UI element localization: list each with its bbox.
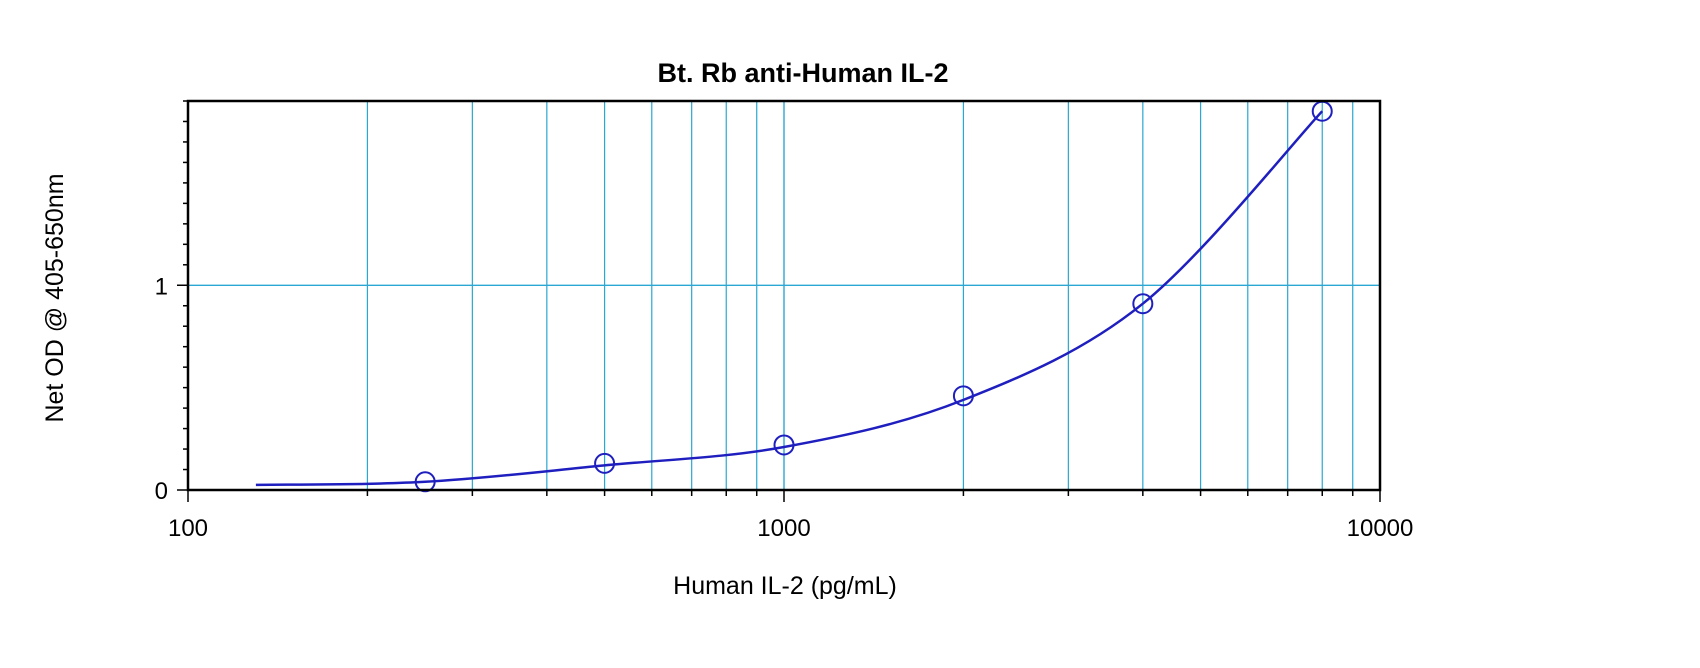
- data-point: [952, 385, 974, 407]
- fitted-curve: [255, 110, 1324, 487]
- data-point: [773, 434, 795, 456]
- grid-lines: [188, 101, 1380, 490]
- x-tick-label: 100: [168, 515, 208, 542]
- chart-title: Bt. Rb anti-Human IL-2: [658, 58, 949, 88]
- data-point: [1132, 293, 1154, 315]
- data-point: [414, 471, 436, 493]
- y-tick-label: 0: [155, 478, 168, 505]
- series-layer: [255, 100, 1333, 493]
- y-axis-label: Net OD @ 405-650nm: [41, 173, 69, 422]
- x-axis-label: Human IL-2 (pg/mL): [673, 572, 897, 600]
- y-tick-label: 1: [155, 273, 168, 300]
- x-tick-label: 10000: [1347, 515, 1414, 542]
- axis-ticks: 0 1 100 1000 10000: [155, 100, 1414, 542]
- data-point: [594, 452, 616, 474]
- x-tick-label: 1000: [757, 515, 810, 542]
